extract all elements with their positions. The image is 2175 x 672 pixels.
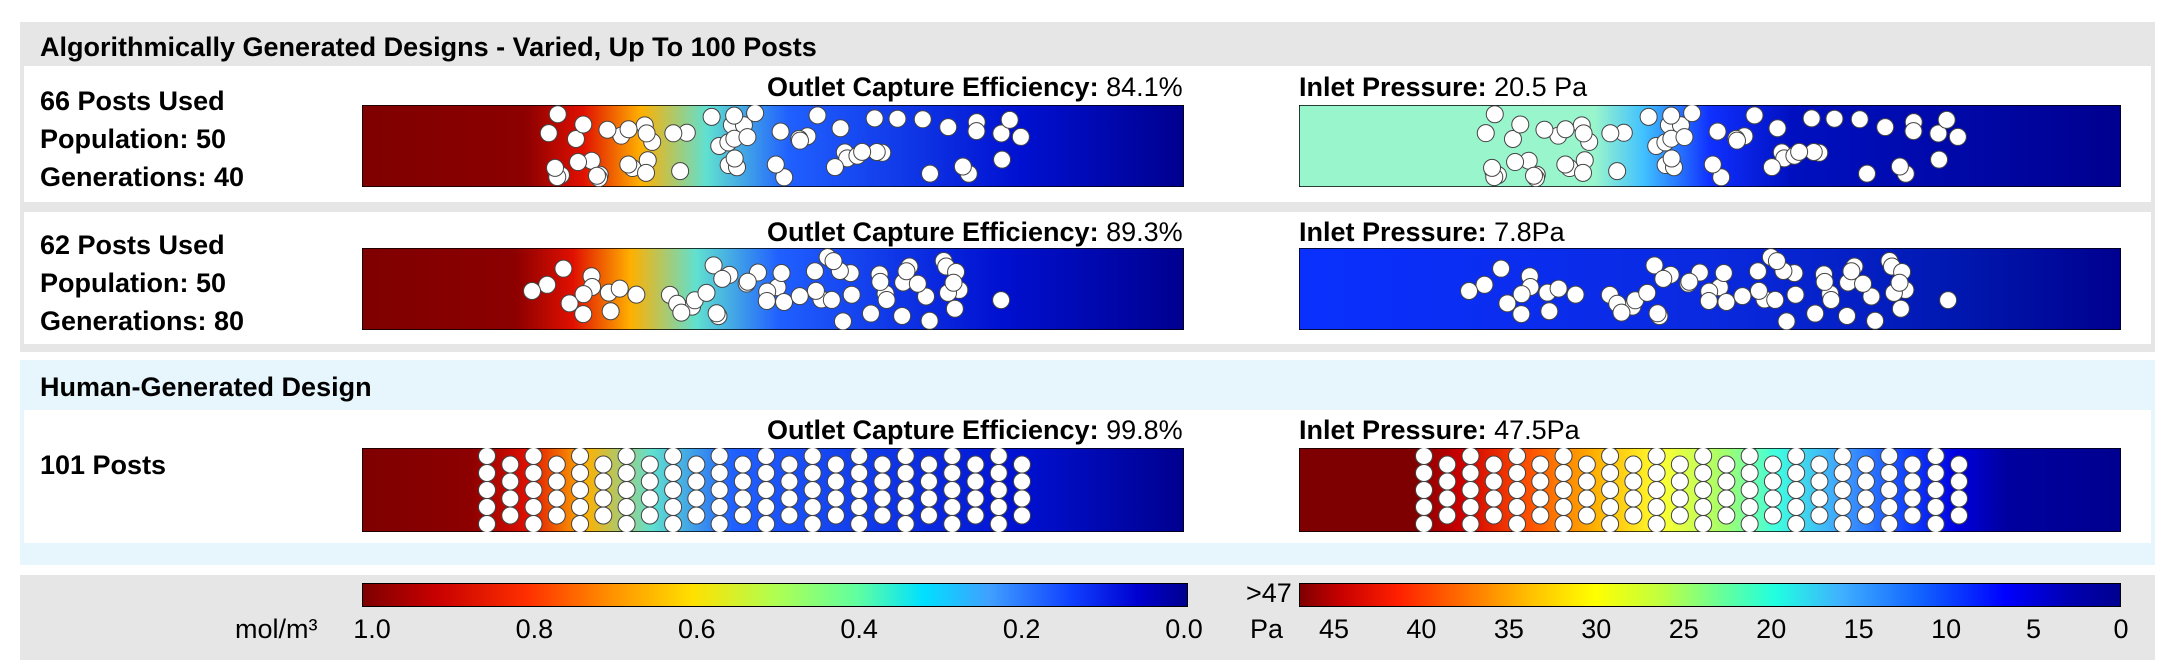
pressure-overflow-label: >47 — [1246, 578, 1292, 608]
human-efficiency: Outlet Capture Efficiency: 99.8% — [767, 415, 1183, 446]
pressure-tick-label: 0 — [2113, 614, 2129, 644]
concentration-colorbar — [362, 583, 1188, 607]
concentration-tick-label: 0.0 — [1165, 614, 1203, 644]
pressure-value: 7.8Pa — [1494, 217, 1565, 247]
efficiency-label: Outlet Capture Efficiency: — [767, 72, 1099, 102]
design-2-pressure: Inlet Pressure: 7.8Pa — [1299, 217, 1565, 248]
concentration-unit: mol/m³ — [235, 614, 318, 644]
pressure-tick-label: 30 — [1581, 614, 1612, 644]
efficiency-label: Outlet Capture Efficiency: — [767, 217, 1099, 247]
pressure-label: Inlet Pressure: — [1299, 415, 1487, 445]
design-2-generations-label: Generations: 80 — [40, 306, 245, 336]
concentration-tick-label: 0.2 — [1002, 614, 1041, 644]
pressure-tick-label: 10 — [1931, 614, 1962, 644]
pressure-tick-label: 35 — [1493, 614, 1524, 644]
human-pressure-field — [1299, 448, 2121, 532]
efficiency-value: 89.3% — [1106, 217, 1183, 247]
concentration-tick-label: 0.8 — [515, 614, 554, 644]
design-1-pressure: Inlet Pressure: 20.5 Pa — [1299, 72, 1587, 103]
design-2-pressure-field — [1299, 248, 2121, 330]
design-1-efficiency: Outlet Capture Efficiency: 84.1% — [767, 72, 1183, 103]
pressure-tick-label: 40 — [1406, 614, 1437, 644]
efficiency-label: Outlet Capture Efficiency: — [767, 415, 1099, 445]
human-posts-label: 101 Posts — [40, 450, 167, 480]
concentration-tick-label: 0.4 — [840, 614, 878, 644]
design-1-concentration-field — [362, 105, 1184, 187]
pressure-value: 20.5 Pa — [1494, 72, 1588, 102]
concentration-tick-label: 0.6 — [678, 614, 716, 644]
design-1-pressure-field — [1299, 105, 2121, 187]
pressure-label: Inlet Pressure: — [1299, 72, 1487, 102]
design-2-efficiency: Outlet Capture Efficiency: 89.3% — [767, 217, 1183, 248]
human-section-title: Human-Generated Design — [40, 372, 372, 402]
pressure-value: 47.5Pa — [1494, 415, 1580, 445]
pressure-tick-label: 20 — [1756, 614, 1787, 644]
pressure-tick-label: 15 — [1843, 614, 1874, 644]
design-1-posts-label: 66 Posts Used — [40, 86, 225, 116]
pressure-tick-label: 25 — [1668, 614, 1699, 644]
pressure-colorbar — [1299, 583, 2121, 607]
algorithmic-section-title: Algorithmically Generated Designs - Vari… — [40, 32, 817, 62]
design-2-posts-label: 62 Posts Used — [40, 230, 225, 260]
human-concentration-field — [362, 448, 1184, 532]
design-1-population-label: Population: 50 — [40, 124, 227, 154]
human-pressure: Inlet Pressure: 47.5Pa — [1299, 415, 1580, 446]
pressure-label: Inlet Pressure: — [1299, 217, 1487, 247]
efficiency-value: 99.8% — [1106, 415, 1183, 445]
pressure-unit: Pa — [1250, 614, 1284, 644]
pressure-tick-label: 5 — [2026, 614, 2042, 644]
pressure-tick-label: 45 — [1318, 614, 1349, 644]
efficiency-value: 84.1% — [1106, 72, 1183, 102]
design-2-concentration-field — [362, 248, 1184, 330]
design-1-generations-label: Generations: 40 — [40, 162, 245, 192]
concentration-tick-label: 1.0 — [353, 614, 391, 644]
design-2-population-label: Population: 50 — [40, 268, 227, 298]
